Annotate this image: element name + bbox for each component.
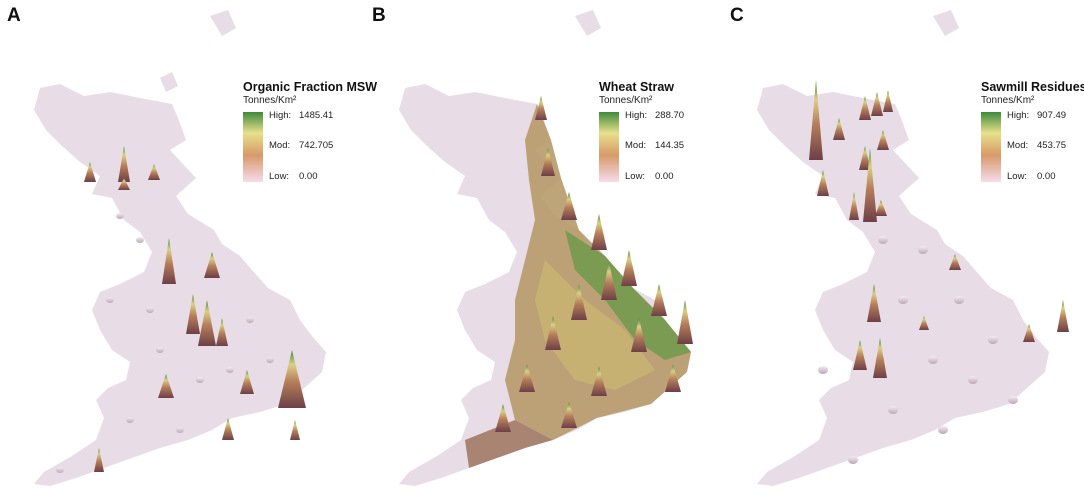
uk-landmass <box>34 10 326 486</box>
color-ramp <box>599 112 619 182</box>
legend-title: Sawmill Residues <box>981 80 1084 94</box>
color-ramp <box>243 112 263 182</box>
legend-high: High: 1485.41 <box>269 110 334 121</box>
map-organic-fraction-msw <box>34 10 326 486</box>
panel-letter: C <box>730 5 744 26</box>
panel-c: C Sawmill Residues Tonnes/Km² High: 907.4… <box>723 0 1084 502</box>
legend-high: High: 288.70 <box>625 110 685 121</box>
legend-units: Tonnes/Km² <box>981 95 1035 106</box>
legend-high: High: 907.49 <box>1007 110 1067 121</box>
legend-mod: Mod: 144.35 <box>625 140 685 151</box>
map-wheat-straw <box>399 10 693 486</box>
map-sawmill-residues <box>757 10 1069 486</box>
legend: Wheat Straw Tonnes/Km² High: 288.70 Mod: 1… <box>599 80 729 186</box>
legend: Sawmill Residues Tonnes/Km² High: 907.49 … <box>981 80 1084 186</box>
legend-low: Low: 0.00 <box>625 171 674 182</box>
density-peaks <box>56 146 306 473</box>
legend-mod: Mod: 742.705 <box>269 140 334 151</box>
legend-low: Low: 0.00 <box>1007 171 1056 182</box>
legend-title: Wheat Straw <box>599 80 675 94</box>
legend-low: Low: 0.00 <box>269 171 318 182</box>
uk-landmass <box>757 10 1049 486</box>
density-peaks <box>809 80 1069 464</box>
panel-letter: B <box>372 5 386 26</box>
panel-a: A Organic Fraction MSW Tonnes/Km² High: 1… <box>0 0 377 502</box>
legend-title: Organic Fraction MSW <box>243 80 378 94</box>
panel-b: B Wheat Straw Tonnes/Km² High: 288.70 Mod… <box>365 0 726 502</box>
legend: Organic Fraction MSW Tonnes/Km² High: 148… <box>243 80 378 186</box>
color-ramp <box>981 112 1001 182</box>
density-surface <box>465 96 693 468</box>
legend-units: Tonnes/Km² <box>243 95 297 106</box>
legend-mod: Mod: 453.75 <box>1007 140 1067 151</box>
panel-letter: A <box>7 5 21 26</box>
legend-units: Tonnes/Km² <box>599 95 653 106</box>
